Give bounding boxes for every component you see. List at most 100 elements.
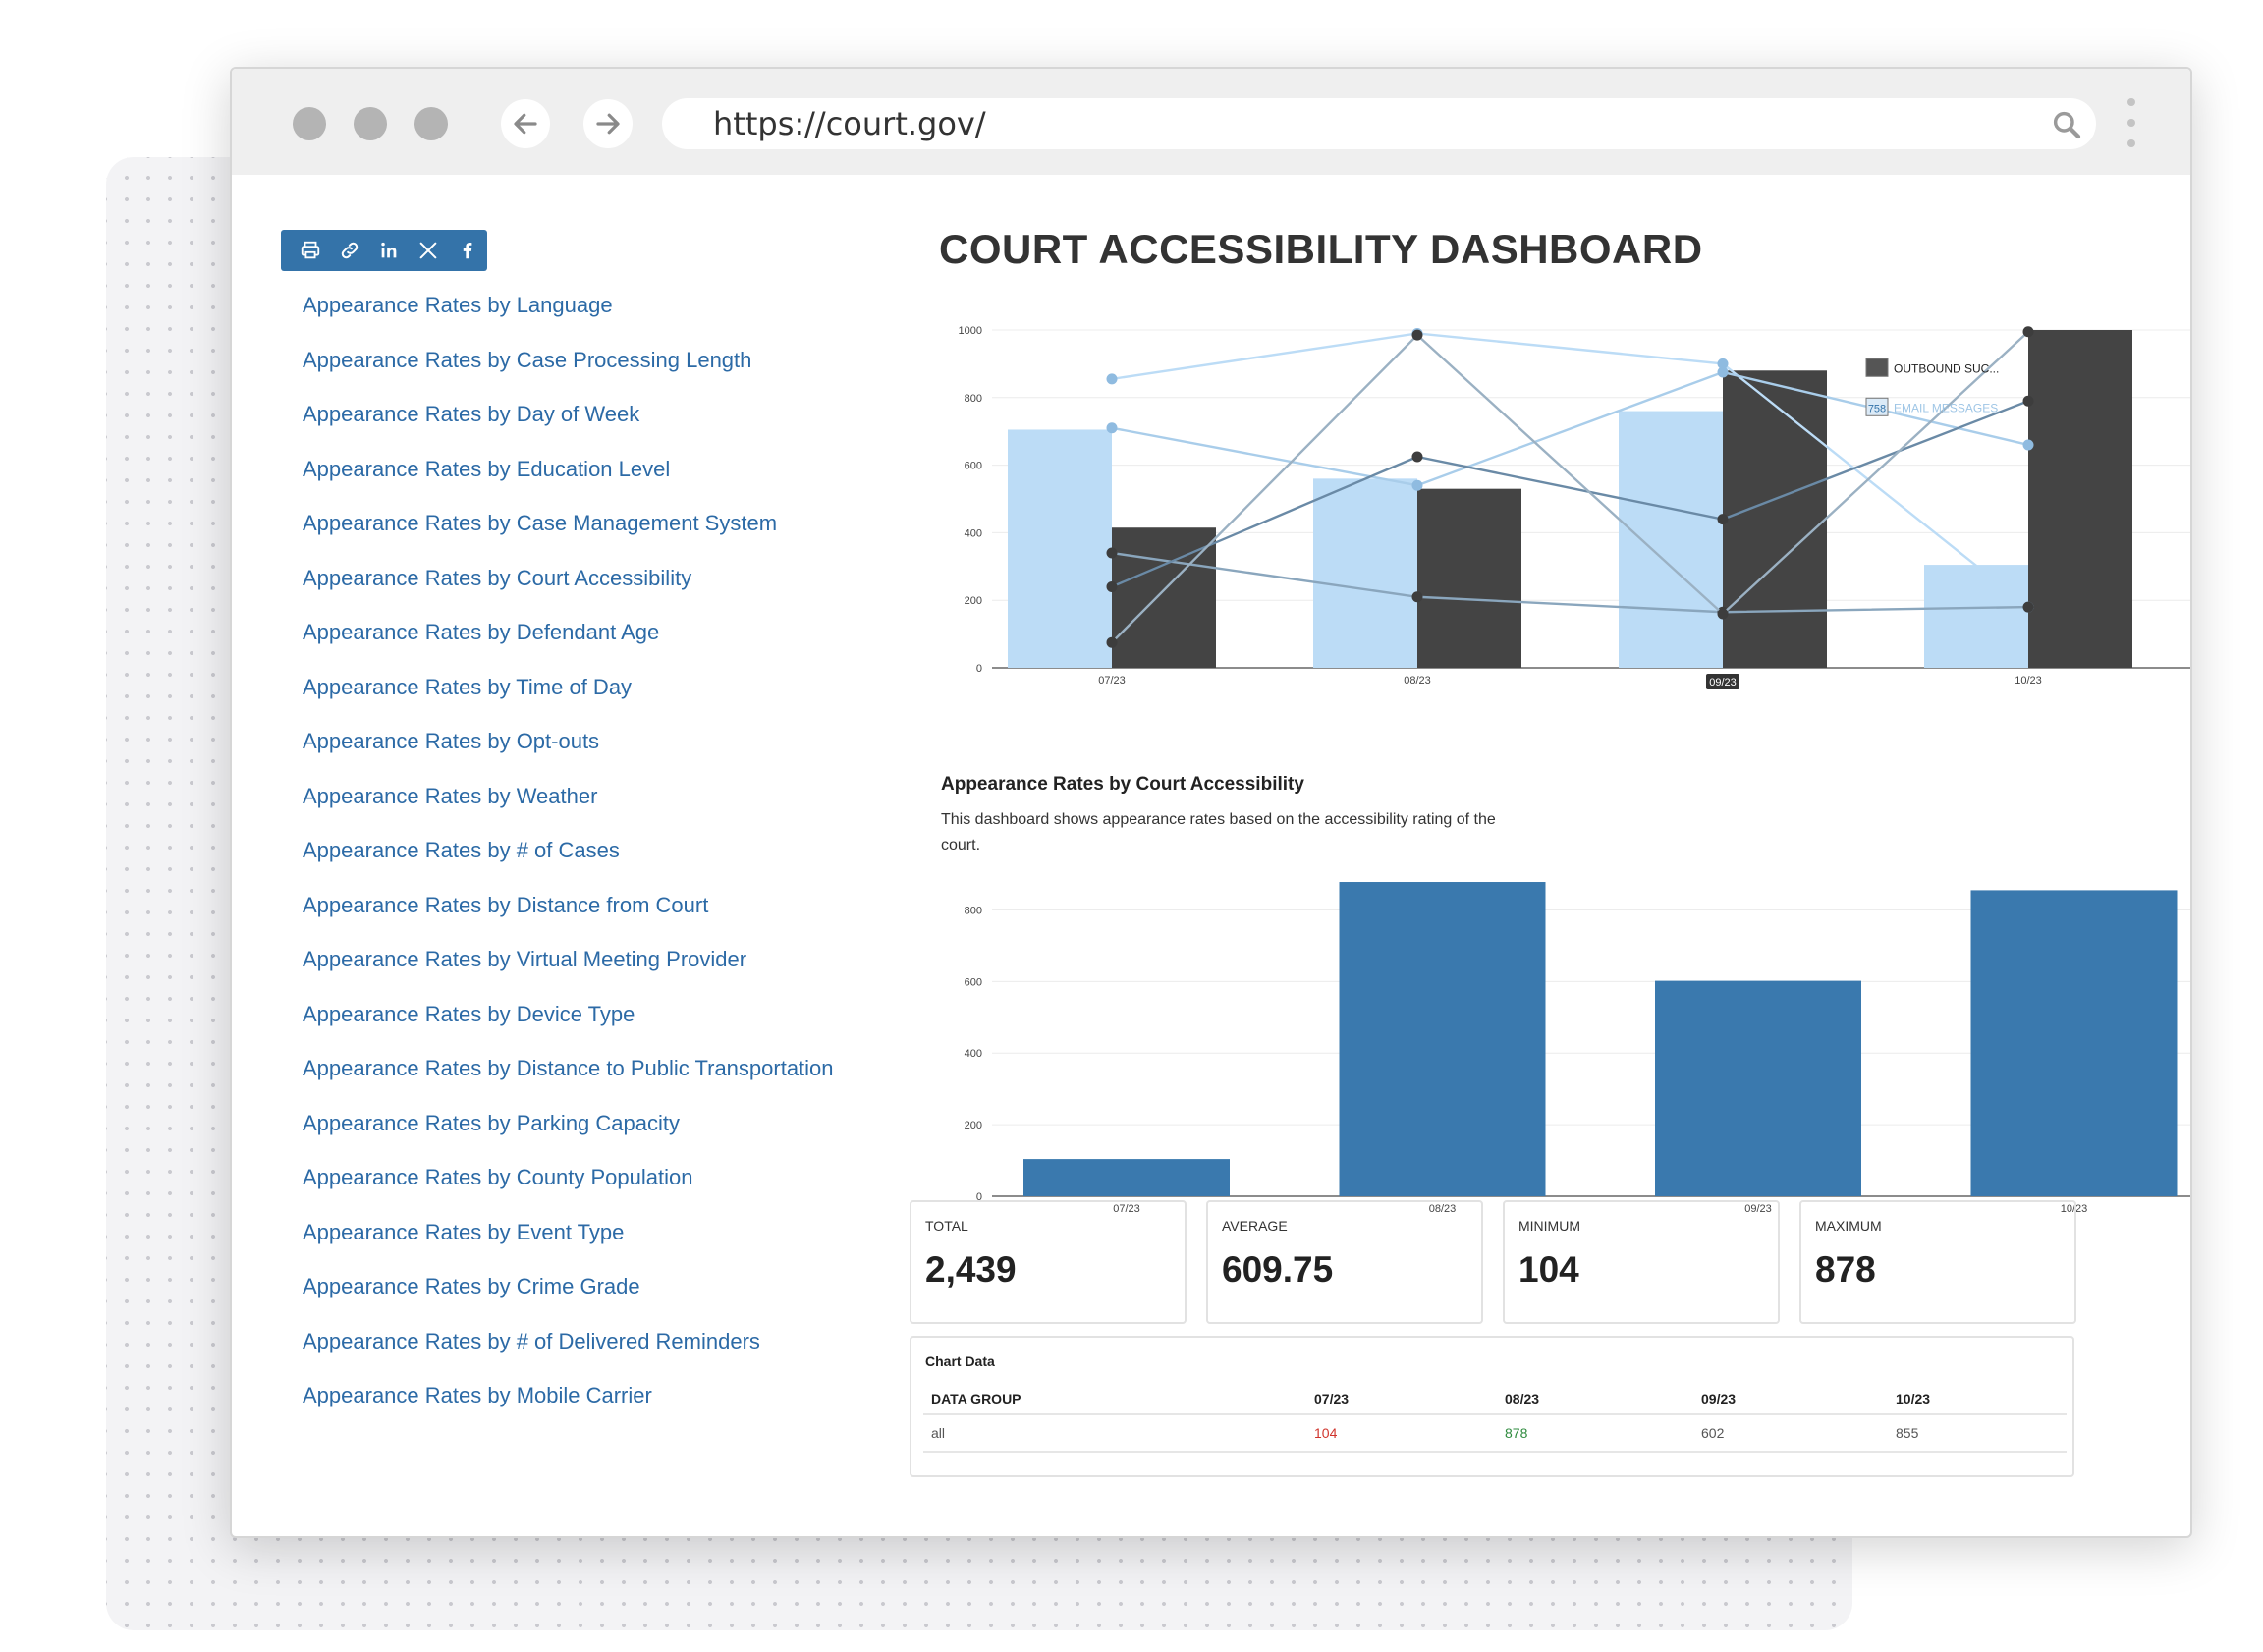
y-tick-label: 200 bbox=[965, 1120, 982, 1131]
x-tick-label: 10/23 bbox=[2015, 675, 2042, 687]
sidebar-item[interactable]: Appearance Rates by Language bbox=[303, 293, 613, 317]
window-close-dot[interactable] bbox=[293, 107, 326, 140]
sidebar-item[interactable]: Appearance Rates by Time of Day bbox=[303, 674, 633, 699]
sidebar-item[interactable]: Appearance Rates by Device Type bbox=[303, 1001, 635, 1026]
y-tick-label: 400 bbox=[965, 527, 982, 539]
sidebar-item[interactable]: Appearance Rates by Court Accessibility bbox=[303, 565, 692, 590]
linkedin-icon[interactable] bbox=[369, 230, 409, 271]
link-icon[interactable] bbox=[330, 230, 369, 271]
sidebar-item[interactable]: Appearance Rates by Virtual Meeting Prov… bbox=[303, 947, 747, 971]
sidebar-item[interactable]: Appearance Rates by Case Processing Leng… bbox=[303, 347, 752, 372]
stat-value: 104 bbox=[1518, 1249, 1579, 1290]
legend-label: OUTBOUND SUC... bbox=[1894, 361, 1999, 375]
back-button[interactable] bbox=[501, 99, 550, 148]
sidebar-item[interactable]: Appearance Rates by # of Cases bbox=[303, 838, 620, 862]
combo-chart: 0 200 400 600 800 1000 07/23 08/23 09/23 10/23 OUT… bbox=[959, 325, 2190, 689]
sidebar-item[interactable]: Appearance Rates by Mobile Carrier bbox=[303, 1383, 652, 1407]
sidebar-item[interactable]: Appearance Rates by Defendant Age bbox=[303, 620, 660, 644]
table-header-cell: 10/23 bbox=[1888, 1383, 2067, 1415]
bar bbox=[1417, 488, 1521, 668]
data-point bbox=[1411, 329, 1423, 341]
browser-toolbar: https://court.gov/ bbox=[232, 69, 2190, 175]
chart-data-table: DATA GROUP 07/23 08/23 09/23 10/23 all 1… bbox=[923, 1383, 2067, 1453]
legend-swatch bbox=[1865, 397, 1889, 416]
series-line bbox=[1111, 551, 2029, 614]
table-cell-value: 855 bbox=[1888, 1414, 2067, 1453]
table-header-cell: 07/23 bbox=[1306, 1383, 1497, 1415]
series-line bbox=[1111, 330, 2029, 644]
y-tick-label: 400 bbox=[965, 1048, 982, 1060]
bar-chart: 0 200 400 600 800 07/23 08/23 09/23 10/23 bbox=[965, 882, 2190, 1215]
data-point bbox=[1106, 373, 1118, 385]
stat-value: 609.75 bbox=[1222, 1249, 1334, 1290]
stat-value: 2,439 bbox=[925, 1249, 1017, 1290]
data-point bbox=[2022, 326, 2034, 338]
y-tick-label: 1000 bbox=[959, 325, 982, 337]
x-tick-label: 08/23 bbox=[1429, 1203, 1457, 1215]
sidebar-item[interactable]: Appearance Rates by Case Management Syst… bbox=[303, 511, 778, 535]
data-point bbox=[2022, 439, 2034, 451]
bar bbox=[1924, 565, 2028, 668]
page-title: COURT ACCESSIBILITY DASHBOARD bbox=[939, 226, 1703, 272]
section-title: Appearance Rates by Court Accessibility bbox=[941, 774, 1304, 795]
table-cell-value: 602 bbox=[1693, 1414, 1888, 1453]
forward-button[interactable] bbox=[583, 99, 633, 148]
sidebar-item[interactable]: Appearance Rates by Distance from Court bbox=[303, 892, 709, 917]
table-header-cell: DATA GROUP bbox=[923, 1383, 1306, 1415]
stat-label: AVERAGE bbox=[1222, 1218, 1288, 1234]
stat-card-maximum: MAXIMUM 878 bbox=[1799, 1200, 2076, 1324]
stat-value: 878 bbox=[1815, 1249, 1876, 1290]
sidebar-item[interactable]: Appearance Rates by Education Level bbox=[303, 456, 671, 481]
sidebar-item[interactable]: Appearance Rates by Opt-outs bbox=[303, 729, 600, 753]
data-point bbox=[2022, 395, 2034, 407]
sidebar-item[interactable]: Appearance Rates by Crime Grade bbox=[303, 1274, 640, 1298]
sidebar-item[interactable]: Appearance Rates by Day of Week bbox=[303, 402, 640, 426]
y-tick-label: 600 bbox=[965, 461, 982, 472]
data-point bbox=[1106, 636, 1118, 648]
print-icon[interactable] bbox=[291, 230, 330, 271]
sidebar-item[interactable]: Appearance Rates by Event Type bbox=[303, 1219, 625, 1244]
y-tick-label: 0 bbox=[976, 1191, 982, 1203]
data-point bbox=[1717, 366, 1729, 378]
y-tick-label: 0 bbox=[976, 663, 982, 675]
arrow-left-icon bbox=[514, 113, 537, 135]
x-icon[interactable] bbox=[409, 230, 448, 271]
search-icon[interactable] bbox=[2051, 109, 2082, 140]
y-tick-label: 600 bbox=[965, 976, 982, 988]
table-cell-value: 104 bbox=[1306, 1414, 1497, 1453]
data-point bbox=[1411, 591, 1423, 603]
data-point bbox=[1717, 514, 1729, 525]
sidebar-item[interactable]: Appearance Rates by County Population bbox=[303, 1165, 693, 1189]
tooltip-value: 758 bbox=[1868, 403, 1886, 414]
series-line bbox=[1111, 400, 2029, 588]
bar bbox=[1655, 980, 1861, 1196]
bar bbox=[1008, 429, 1112, 668]
section-description: This dashboard shows appearance rates ba… bbox=[941, 811, 1496, 854]
bar bbox=[1619, 411, 1723, 668]
x-tick-highlight bbox=[1706, 674, 1739, 689]
bar bbox=[1723, 370, 1827, 668]
data-point bbox=[1411, 451, 1423, 463]
data-point bbox=[2022, 601, 2034, 613]
window-minimize-dot[interactable] bbox=[354, 107, 387, 140]
series-line bbox=[1111, 370, 2029, 487]
window-maximize-dot[interactable] bbox=[414, 107, 448, 140]
address-bar[interactable]: https://court.gov/ bbox=[662, 98, 2096, 149]
stat-label: MINIMUM bbox=[1518, 1218, 1580, 1234]
facebook-icon[interactable] bbox=[448, 230, 487, 271]
data-point bbox=[1717, 608, 1729, 620]
sidebar-item[interactable]: Appearance Rates by Parking Capacity bbox=[303, 1110, 680, 1135]
x-tick-label: 07/23 bbox=[1098, 675, 1126, 687]
y-tick-label: 800 bbox=[965, 905, 982, 916]
sidebar-item[interactable]: Appearance Rates by Distance to Public T… bbox=[303, 1056, 834, 1080]
bar bbox=[1313, 478, 1417, 668]
y-tick-label: 800 bbox=[965, 393, 982, 405]
table-header-cell: 09/23 bbox=[1693, 1383, 1888, 1415]
sidebar-nav: Appearance Rates by Language Appearance … bbox=[303, 291, 872, 1436]
stat-card-minimum: MINIMUM 104 bbox=[1503, 1200, 1780, 1324]
sidebar-item[interactable]: Appearance Rates by Weather bbox=[303, 783, 598, 808]
browser-menu-icon[interactable] bbox=[2127, 98, 2137, 153]
sidebar-item[interactable]: Appearance Rates by # of Delivered Remin… bbox=[303, 1328, 760, 1353]
legend-swatch bbox=[1865, 358, 1889, 377]
table-cell-value: 878 bbox=[1497, 1414, 1693, 1453]
